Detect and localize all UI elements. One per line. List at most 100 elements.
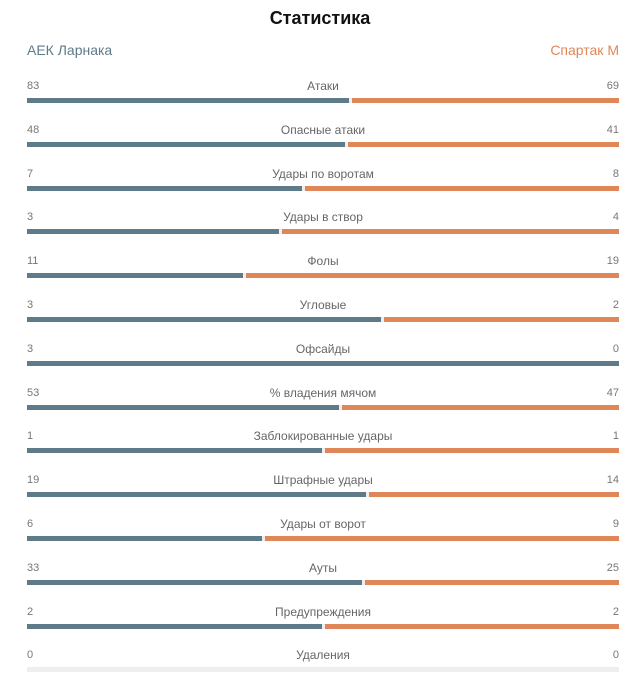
stat-bar-away xyxy=(351,98,619,103)
stat-bar-home xyxy=(27,229,280,235)
stat-bar-away xyxy=(342,404,619,410)
stat-label: Атаки xyxy=(307,79,339,93)
stat-label: Ауты xyxy=(309,560,337,575)
stat-label: Заблокированные удары xyxy=(253,429,393,444)
stat-row: 33 Ауты 25 xyxy=(27,558,619,602)
stat-bar xyxy=(27,623,619,629)
stat-label: Удары от ворот xyxy=(280,516,366,531)
teams-header: АЕК Ларнака Спартак М xyxy=(27,42,619,62)
stat-home-value: 33 xyxy=(27,561,40,574)
stat-rows: 83 Атаки 69 48 Опасные атаки 41 7 Удары по воро… xyxy=(27,76,619,689)
home-team-name: АЕК Ларнака xyxy=(27,42,113,58)
stat-row: 3 Офсайды 0 xyxy=(27,339,619,383)
stat-row: 0 Удаления 0 xyxy=(27,645,619,689)
stat-home-value: 53 xyxy=(27,386,40,399)
stat-bar-home xyxy=(27,316,381,322)
stat-home-value: 3 xyxy=(27,211,34,224)
stat-home-value: 0 xyxy=(27,649,34,662)
stat-bar-home xyxy=(27,623,322,629)
stat-row: 1 Заблокированные удары 1 xyxy=(27,426,619,470)
stat-home-value: 3 xyxy=(27,342,34,355)
stat-label: Офсайды xyxy=(295,341,351,356)
stat-bar xyxy=(27,360,619,366)
stat-bar xyxy=(27,273,619,279)
stat-home-value: 1 xyxy=(27,430,34,443)
stat-bar-away xyxy=(304,185,619,191)
stat-bar-away xyxy=(265,535,619,541)
stat-away-value: 0 xyxy=(612,649,619,662)
stat-bar-home xyxy=(27,535,263,541)
stat-bar xyxy=(27,316,619,322)
stat-bar xyxy=(27,185,619,191)
stat-row: 11 Фолы 19 xyxy=(27,251,619,295)
stat-bar-home xyxy=(27,360,619,366)
stat-label: Штрафные удары xyxy=(273,473,373,488)
stat-label: Удаления xyxy=(296,648,350,663)
stat-bar-home xyxy=(27,404,340,410)
stat-bar-away xyxy=(369,492,619,498)
stat-bar-away xyxy=(245,273,619,279)
stat-label: Предупреждения xyxy=(275,604,371,619)
stat-home-value: 6 xyxy=(27,517,34,530)
stat-away-value: 69 xyxy=(606,80,619,92)
stat-row: 53 % владения мячом 47 xyxy=(27,383,619,427)
stat-bar xyxy=(27,98,619,103)
stat-home-value: 19 xyxy=(27,474,40,487)
stat-away-value: 9 xyxy=(612,517,619,530)
stat-away-value: 4 xyxy=(612,211,619,224)
stat-away-value: 2 xyxy=(612,605,619,618)
stat-row: 48 Опасные атаки 41 xyxy=(27,120,619,164)
stat-away-value: 14 xyxy=(606,474,619,487)
stat-home-value: 3 xyxy=(27,298,34,311)
stat-label: Удары по воротам xyxy=(272,166,374,181)
stat-home-value: 2 xyxy=(27,605,34,618)
stat-bar-away xyxy=(282,229,619,235)
stat-bar-away xyxy=(324,448,619,454)
stat-away-value: 2 xyxy=(612,298,619,311)
stat-bar-home xyxy=(27,492,367,498)
stat-away-value: 19 xyxy=(606,255,619,268)
stat-bar-away xyxy=(365,579,619,585)
stat-bar-home xyxy=(27,273,243,279)
stat-bar-home xyxy=(27,141,345,147)
stat-home-value: 48 xyxy=(27,123,40,136)
stat-away-value: 1 xyxy=(612,430,619,443)
stat-row: 3 Удары в створ 4 xyxy=(27,207,619,251)
stat-bar xyxy=(27,492,619,498)
stat-bar xyxy=(27,667,619,673)
stat-row: 3 Угловые 2 xyxy=(27,295,619,339)
stat-bar xyxy=(27,404,619,410)
stat-home-value: 11 xyxy=(27,255,39,268)
stat-away-value: 8 xyxy=(612,167,619,180)
stat-bar xyxy=(27,535,619,541)
stat-bar-away xyxy=(324,623,619,629)
stat-bar-away xyxy=(347,141,619,147)
stat-bar xyxy=(27,448,619,454)
stat-label: Опасные атаки xyxy=(280,122,366,137)
stat-home-value: 7 xyxy=(27,167,34,180)
stat-away-value: 41 xyxy=(606,123,619,136)
stat-away-value: 47 xyxy=(606,386,619,399)
stat-away-value: 25 xyxy=(606,561,619,574)
stat-row: 6 Удары от ворот 9 xyxy=(27,514,619,558)
stat-bar-home xyxy=(27,448,322,454)
away-team-name: Спартак М xyxy=(550,42,619,58)
page-title: Статистика xyxy=(269,8,371,28)
stat-row: 7 Удары по воротам 8 xyxy=(27,164,619,208)
stat-label: Фолы xyxy=(307,254,339,269)
stat-row: 19 Штрафные удары 14 xyxy=(27,470,619,514)
stat-bar xyxy=(27,141,619,147)
stat-bar-away xyxy=(383,316,619,322)
stat-bar-home xyxy=(27,579,363,585)
stat-bar-home xyxy=(27,98,349,103)
stat-away-value: 0 xyxy=(612,342,619,355)
stat-row: 83 Атаки 69 xyxy=(27,76,619,120)
stat-bar xyxy=(27,579,619,585)
stat-row: 2 Предупреждения 2 xyxy=(27,602,619,646)
stat-bar xyxy=(27,229,619,235)
stat-label: Угловые xyxy=(299,297,347,312)
stat-home-value: 83 xyxy=(27,80,40,92)
stat-bar-home xyxy=(27,185,302,191)
stat-label: Удары в створ xyxy=(283,210,363,225)
